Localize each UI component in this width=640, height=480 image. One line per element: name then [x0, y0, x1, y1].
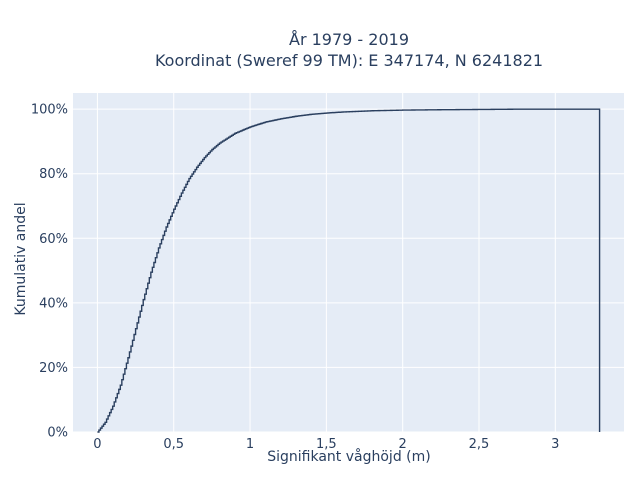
y-tick-label: 0%	[47, 426, 68, 441]
y-tick-label: 40%	[39, 296, 68, 311]
y-tick-label: 20%	[39, 361, 68, 376]
x-axis-title: Signifikant våghöjd (m)	[267, 448, 430, 465]
chart-title-line-1: År 1979 - 2019	[289, 30, 409, 49]
y-tick-label: 60%	[39, 232, 68, 247]
series-layer	[97, 108, 601, 433]
plot-area	[73, 93, 624, 432]
y-axis-title: Kumulativ andel	[13, 202, 29, 315]
chart-title-line-2: Koordinat (Sweref 99 TM): E 347174, N 62…	[155, 51, 543, 70]
y-tick-label: 100%	[31, 103, 68, 118]
x-tick-label: 0,5	[163, 437, 184, 452]
gridlines	[73, 93, 624, 433]
y-tick-label: 80%	[39, 167, 68, 182]
x-tick-label: 2,5	[469, 437, 490, 452]
x-tick-label: 3	[551, 437, 559, 452]
cumulative-line	[97, 108, 601, 433]
x-tick-label: 1,5	[316, 437, 337, 452]
x-axis-ticks: 0 0,5 1 1,5 2 2,5 3	[93, 437, 559, 452]
y-axis-ticks: 0% 20% 40% 60% 80% 100%	[31, 103, 68, 441]
x-tick-label: 0	[93, 437, 101, 452]
x-tick-label: 1	[246, 437, 254, 452]
x-tick-label: 2	[399, 437, 407, 452]
